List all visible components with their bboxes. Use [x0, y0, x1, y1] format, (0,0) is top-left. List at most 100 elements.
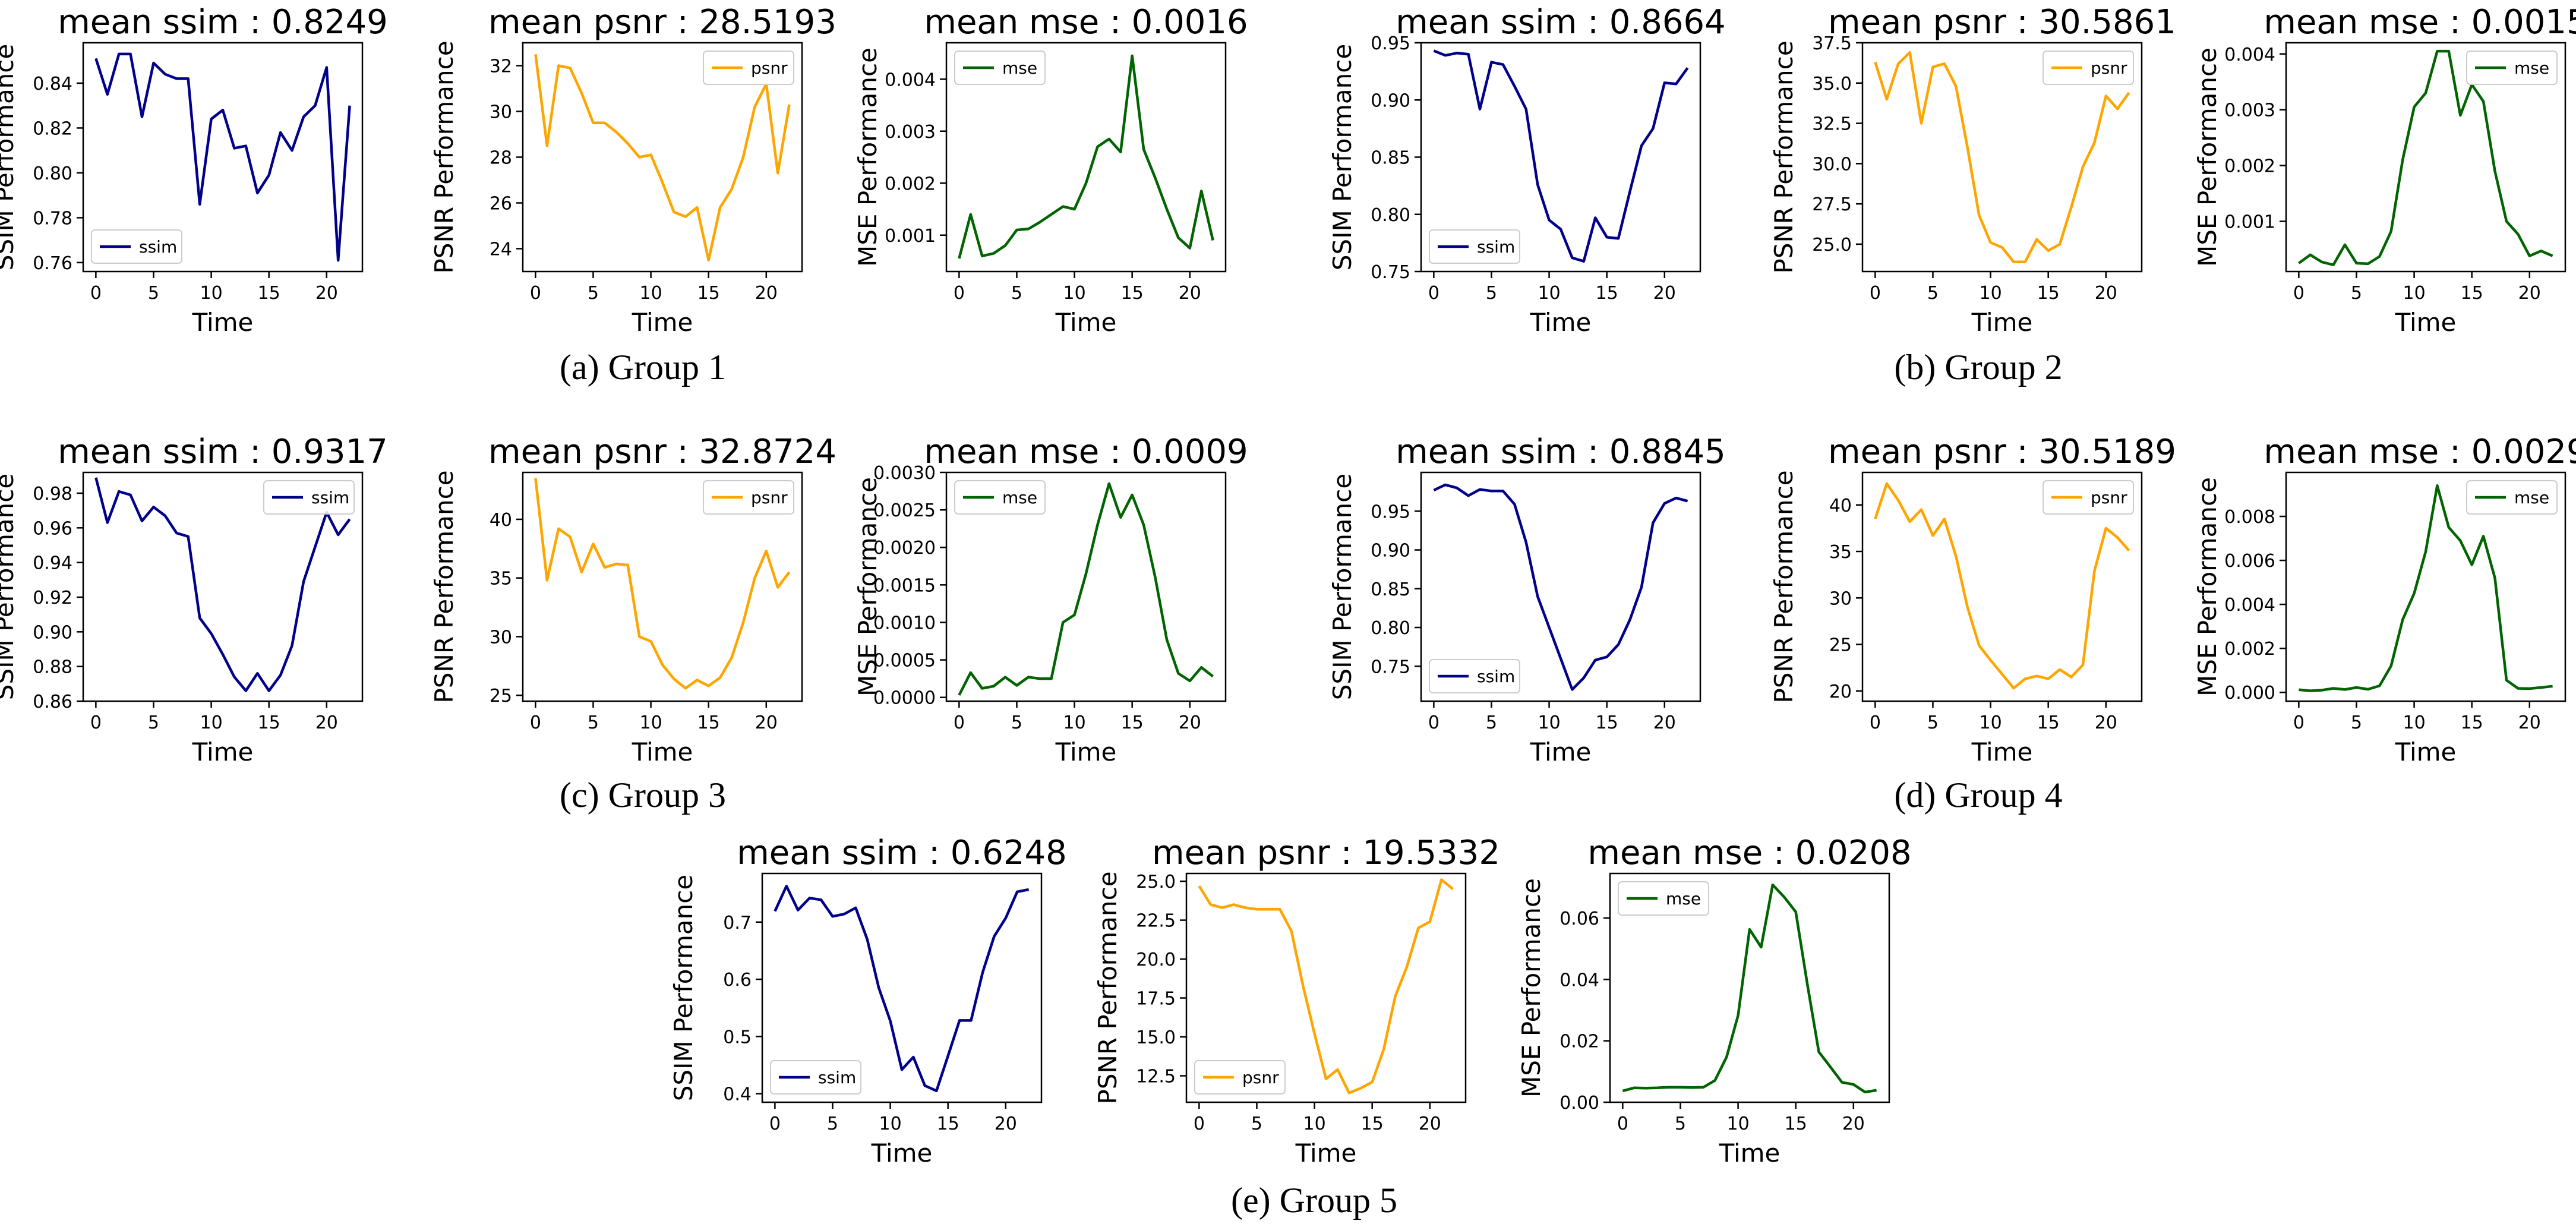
y-axis-label: PSNR Performance — [430, 40, 459, 273]
x-tick-label: 20 — [1653, 283, 1676, 304]
x-tick-label: 0 — [1870, 283, 1881, 304]
chart-6: mean mse : 0.0015 0 5 10 15 20 0.001 0.002 0.003… — [2193, 3, 2576, 337]
y-tick-label: 0.0000 — [873, 688, 936, 709]
legend-label: psnr — [1242, 1068, 1279, 1087]
y-tick-label: 24 — [490, 239, 512, 260]
x-tick-label: 15 — [2461, 712, 2483, 733]
y-tick-label: 40 — [1829, 496, 1852, 516]
chart-11: mean psnr : 30.5189 0 5 10 15 20 20 25 30 35 40 Tim… — [1769, 433, 2176, 767]
x-tick-label: 5 — [1486, 283, 1497, 304]
x-axis-label: Time — [1971, 308, 2033, 337]
x-axis-label: Time — [192, 737, 254, 767]
chart-2: mean psnr : 28.5193 0 5 10 15 20 24 26 28 30 32 Tim… — [430, 3, 836, 337]
plot-frame — [1861, 42, 2143, 273]
x-axis-label: Time — [1971, 737, 2033, 767]
legend: psnr — [2043, 51, 2134, 85]
x-tick-label: 15 — [1596, 712, 1618, 733]
y-tick-label: 30.0 — [1812, 154, 1852, 175]
x-tick-label: 0 — [1870, 712, 1881, 733]
y-tick-label: 0.80 — [1371, 618, 1410, 639]
x-axis-label: Time — [2395, 308, 2457, 337]
legend-box — [2466, 51, 2558, 85]
x-axis-label: Time — [1719, 1138, 1781, 1168]
y-tick-label: 0.82 — [33, 118, 72, 139]
legend: psnr — [703, 51, 794, 85]
plot-frame — [1609, 872, 1890, 1103]
x-tick-label: 0 — [769, 1114, 781, 1134]
legend-label: psnr — [2091, 488, 2127, 507]
y-tick-label: 0.0005 — [873, 651, 936, 671]
y-tick-label: 0.90 — [1371, 541, 1410, 562]
y-tick-label: 30 — [490, 627, 512, 648]
x-tick-label: 20 — [1179, 712, 1201, 733]
y-tick-label: 0.003 — [2224, 100, 2275, 121]
x-tick-label: 15 — [1785, 1114, 1807, 1134]
x-tick-label: 5 — [2351, 283, 2362, 304]
y-tick-label: 0.0015 — [873, 575, 936, 596]
chart-15: mean mse : 0.0208 0 5 10 15 20 0.00 0.02 0.04 0.0… — [1517, 834, 1912, 1168]
chart-title: mean ssim : 0.9317 — [58, 433, 388, 471]
y-tick-label: 0.06 — [1560, 909, 1599, 929]
y-tick-label: 30 — [490, 102, 512, 123]
legend-box — [91, 229, 182, 264]
chart-10: mean ssim : 0.8845 0 5 10 15 20 0.75 0.80 0.85 0.… — [1328, 433, 1726, 767]
y-tick-label: 0.76 — [33, 253, 72, 274]
y-tick-label: 15.0 — [1136, 1027, 1176, 1048]
legend: mse — [2466, 480, 2558, 515]
chart-1: mean ssim : 0.8249 0 5 10 15 20 0.76 0.78 0.80 0.… — [0, 3, 388, 337]
y-tick-label: 0.003 — [885, 122, 936, 143]
x-tick-label: 0 — [954, 283, 965, 304]
legend-box — [263, 480, 355, 515]
x-tick-label: 20 — [755, 712, 778, 733]
x-tick-label: 15 — [1361, 1114, 1384, 1134]
y-tick-label: 0.75 — [1371, 657, 1410, 677]
y-tick-label: 25.0 — [1812, 235, 1852, 256]
x-tick-label: 0 — [1617, 1114, 1628, 1134]
x-tick-label: 0 — [1428, 283, 1439, 304]
series-line-ssim — [1433, 483, 1688, 691]
chart-title: mean mse : 0.0029 — [2264, 433, 2576, 471]
legend-box — [1618, 881, 1709, 916]
y-axis-label: MSE Performance — [853, 477, 882, 696]
x-axis-label: Time — [871, 1138, 933, 1168]
x-tick-label: 5 — [1011, 283, 1022, 304]
x-tick-label: 20 — [1419, 1114, 1441, 1134]
legend: mse — [2466, 51, 2558, 85]
legend-label: mse — [2514, 488, 2549, 507]
plot-frame — [82, 42, 364, 273]
x-tick-label: 20 — [315, 712, 338, 733]
plot-frame — [2285, 42, 2566, 273]
chart-3: mean mse : 0.0016 0 5 10 15 20 0.001 0.002 0.003… — [853, 3, 1248, 337]
group-caption: (b) Group 2 — [1894, 348, 2062, 387]
series-line-mse — [2299, 484, 2553, 692]
series-line-ssim — [774, 884, 1030, 1093]
x-tick-label: 0 — [2293, 283, 2304, 304]
y-tick-label: 0.98 — [33, 484, 72, 504]
y-axis-label: MSE Performance — [853, 48, 882, 267]
series-line-mse — [1622, 883, 1877, 1094]
x-tick-label: 5 — [588, 283, 599, 304]
x-axis-label: Time — [1530, 737, 1592, 767]
series-line-psnr — [1198, 878, 1454, 1095]
chart-4: mean ssim : 0.8664 0 5 10 15 20 0.75 0.80 0.85 0.… — [1328, 3, 1726, 337]
x-axis-label: Time — [1295, 1138, 1357, 1168]
y-tick-label: 0.88 — [33, 657, 72, 678]
x-tick-label: 15 — [2037, 712, 2060, 733]
x-axis-label: Time — [2395, 737, 2457, 767]
x-tick-label: 15 — [2037, 283, 2060, 304]
x-tick-label: 20 — [995, 1114, 1017, 1134]
y-tick-label: 0.0025 — [873, 500, 936, 521]
x-axis-label: Time — [632, 308, 693, 337]
y-tick-label: 0.85 — [1371, 579, 1410, 600]
legend-label: psnr — [751, 58, 788, 78]
x-tick-label: 20 — [2095, 283, 2117, 304]
chart-title: mean ssim : 0.8249 — [58, 3, 388, 42]
legend-label: mse — [1666, 889, 1701, 909]
series-line-mse — [958, 482, 1214, 696]
chart-title: mean psnr : 30.5861 — [1828, 3, 2176, 42]
y-tick-label: 0.004 — [2224, 595, 2275, 616]
x-tick-label: 5 — [1927, 712, 1939, 733]
legend: ssim — [91, 229, 182, 264]
legend-box — [954, 51, 1046, 85]
legend: ssim — [263, 480, 355, 515]
